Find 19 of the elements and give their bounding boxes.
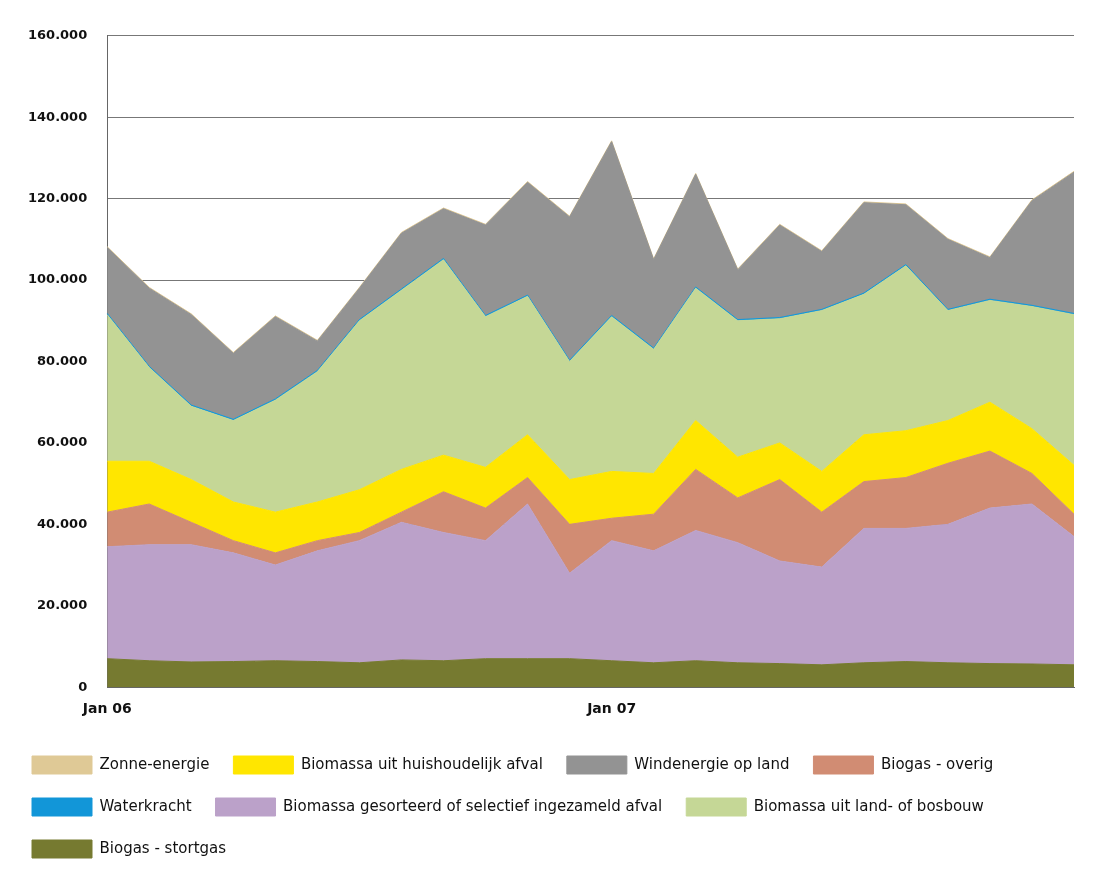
y-tick-label: 120.000 bbox=[27, 190, 88, 206]
legend-label: Biogas - overig bbox=[880, 754, 994, 773]
y-tick-label: 40.000 bbox=[37, 515, 88, 531]
legend-label: Biomassa uit huishoudelijk afval bbox=[300, 754, 543, 773]
y-tick-label: 100.000 bbox=[27, 271, 88, 287]
y-tick-label: 140.000 bbox=[27, 108, 88, 124]
y-tick-label: 60.000 bbox=[37, 434, 88, 450]
legend-label: Biogas - stortgas bbox=[99, 838, 227, 857]
legend-label: Zonne-energie bbox=[99, 754, 210, 773]
y-tick-label: 0 bbox=[78, 678, 88, 694]
y-tick-label: 160.000 bbox=[27, 27, 88, 43]
legend-label: Waterkracht bbox=[99, 796, 192, 815]
x-tick-label: Jan 07 bbox=[586, 700, 637, 717]
legend-label: Biomassa gesorteerd of selectief ingezameld afval bbox=[283, 796, 663, 815]
legend-label: Windenergie op land bbox=[634, 754, 790, 773]
y-tick-label: 20.000 bbox=[37, 597, 88, 613]
legend-label: Biomassa uit land- of bosbouw bbox=[753, 796, 984, 815]
y-tick-label: 80.000 bbox=[37, 352, 88, 368]
x-tick-label: Jan 06 bbox=[81, 700, 132, 717]
